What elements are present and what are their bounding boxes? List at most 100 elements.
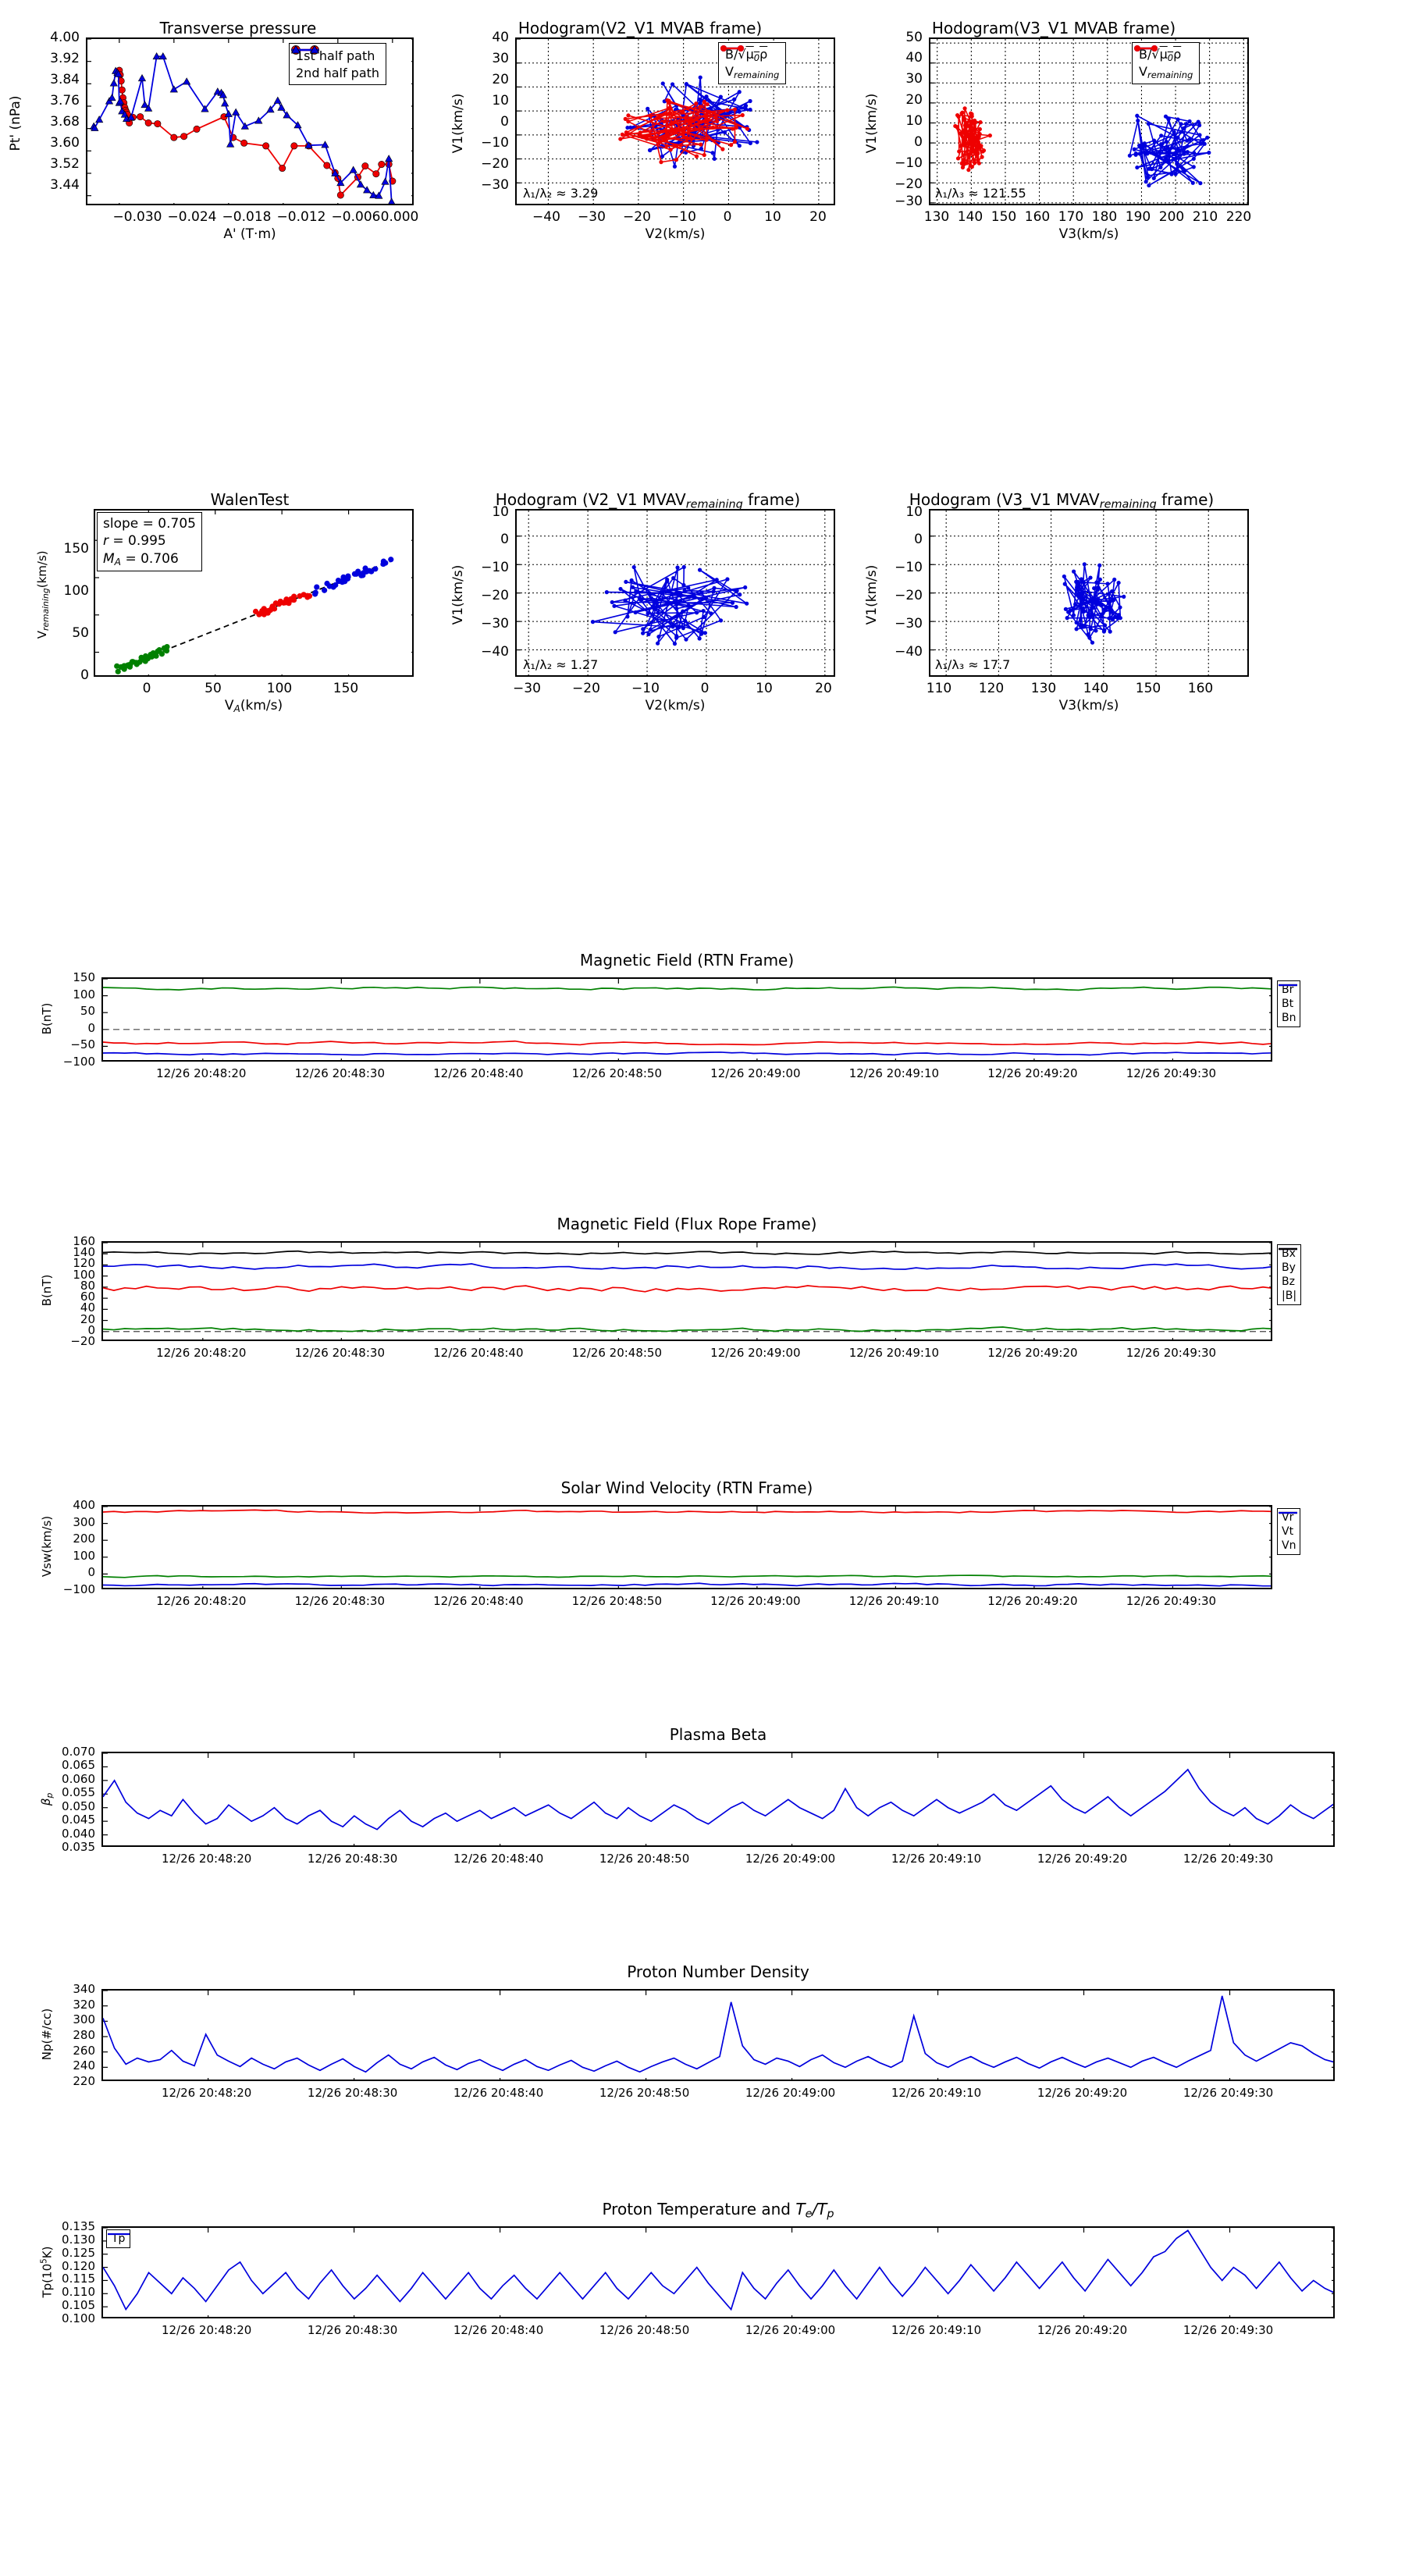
legend: 1st half path 2nd half path [289,43,387,85]
legend: Bx By Bz |B| [1277,1244,1302,1305]
legend-marker-icon [1279,1247,1297,1251]
x-tick-label: 12/26 20:49:10 [891,1852,982,1866]
legend-item: Tp [108,2232,130,2246]
legend-label: |B| [1282,1290,1297,1302]
walen-svg [95,511,412,675]
y-tick-label: 100 [73,1267,95,1282]
x-tick-label: 12/26 20:48:30 [294,1346,385,1360]
x-tick-label: 12/26 20:48:40 [433,1594,524,1608]
x-tick-label: 12/26 20:48:50 [571,1594,663,1608]
legend: Tp [106,2229,131,2248]
legend-marker-icon [1279,1511,1297,1514]
y-tick-label: 0.065 [62,1758,95,1773]
eigenvalue-ratio-annotation: λ₁/λ₃ ≈ 17.7 [935,657,1011,672]
panel-title: WalenTest [210,490,290,509]
legend-item: Vt [1279,1511,1297,1539]
legend-label: Tp [112,2233,126,2245]
y-axis-label: B(nT) [40,1274,54,1307]
stat-slope: slope = 0.705 [103,516,196,532]
legend-label: Vr [1282,1511,1294,1524]
x-axis-label: V2(km/s) [645,226,706,242]
plasma-beta-svg [103,1753,1333,1845]
legend-item: Bz [1279,1247,1297,1289]
x-axis-label: V2(km/s) [645,698,706,713]
hodogram4-svg [930,511,1247,675]
legend-label: Vremaining [1139,63,1193,80]
plot-area [101,1241,1272,1341]
x-tick-label: 12/26 20:49:20 [987,1346,1078,1360]
eigenvalue-ratio-annotation: λ₁/λ₂ ≈ 3.29 [523,186,599,201]
legend-marker-icon [1134,45,1158,52]
panel-title: Hodogram (V2_V1 MVAVremaining frame) [495,490,801,511]
y-tick-label: 0.055 [62,1785,95,1800]
stat-ma: MA = 0.706 [103,550,179,568]
y-tick-label: 0.125 [62,2245,95,2260]
x-tick-label: 12/26 20:48:40 [453,1852,544,1866]
x-tick-label: 12/26 20:49:30 [1183,1852,1274,1866]
plot-area [101,977,1272,1062]
legend-item: Vremaining [1134,45,1193,80]
stat-r: r = 0.995 [103,533,166,550]
y-tick-label: 160 [73,1234,95,1248]
panel-title: Magnetic Field (RTN Frame) [579,951,795,970]
y-axis-label: Tp(105K) [39,2246,55,2298]
legend-label: Bt [1282,998,1294,1010]
x-tick-label: 12/26 20:49:30 [1183,2323,1274,2337]
y-axis-label: V1(km/s) [864,564,880,625]
x-tick-label: 12/26 20:49:00 [710,1066,801,1080]
panel-title: Hodogram(V3_V1 MVAB frame) [931,19,1176,37]
legend-label: By [1282,1261,1296,1274]
legend-item: 2nd half path [290,44,380,81]
y-tick-label: −20 [70,1334,95,1348]
x-tick-label: 12/26 20:48:50 [571,1346,663,1360]
x-tick-label: 12/26 20:49:20 [987,1066,1078,1080]
solar-wind-velocity-rtn-svg [103,1507,1271,1588]
y-tick-label: 0.045 [62,1813,95,1827]
x-tick-label: 12/26 20:48:20 [161,2323,252,2337]
y-tick-label: 20 [80,1311,95,1326]
x-tick-label: 12/26 20:49:20 [987,1594,1078,1608]
plot-area [101,2226,1335,2318]
y-tick-label: 0.100 [62,2311,95,2325]
y-axis-label: V1(km/s) [864,93,880,154]
hodogram3-svg [517,511,834,675]
x-tick-label: 12/26 20:49:00 [745,1852,836,1866]
x-tick-label: 12/26 20:49:10 [848,1066,940,1080]
y-tick-label: −50 [70,1037,95,1052]
plot-area [101,1989,1335,2081]
y-tick-label: 0.120 [62,2258,95,2273]
y-tick-label: 0.135 [62,2219,95,2233]
y-tick-label: 0.060 [62,1771,95,1786]
y-tick-label: 220 [73,2074,95,2088]
panel-title: Plasma Beta [669,1725,767,1744]
x-tick-label: 12/26 20:48:20 [156,1594,247,1608]
proton-number-density-svg [103,1991,1333,2080]
y-tick-label: 60 [80,1290,95,1304]
legend-label: 2nd half path [296,65,380,80]
y-axis-label: V1(km/s) [450,93,466,154]
x-tick-label: 12/26 20:49:10 [848,1346,940,1360]
legend-item: |B| [1279,1247,1297,1303]
y-axis-label: Np(#/cc) [40,2008,54,2061]
x-axis-label: V3(km/s) [1058,698,1119,713]
y-tick-label: 240 [73,2058,95,2073]
x-tick-label: 12/26 20:48:50 [599,2086,690,2100]
panel-title: Solar Wind Velocity (RTN Frame) [560,1478,813,1497]
x-tick-label: 12/26 20:48:20 [156,1346,247,1360]
x-axis-label: V3(km/s) [1058,226,1119,242]
y-tick-label: 0.050 [62,1799,95,1813]
plot-area [929,509,1249,677]
x-tick-label: 12/26 20:48:40 [453,2086,544,2100]
plot-area [515,509,835,677]
plot-area [101,1505,1272,1589]
y-tick-label: 200 [73,1532,95,1546]
x-tick-label: 12/26 20:48:30 [307,1852,398,1866]
legend-label: Bx [1282,1247,1296,1260]
legend-item: Bt [1279,984,1297,1011]
x-tick-label: 12/26 20:49:10 [848,1594,940,1608]
y-tick-label: 0.105 [62,2298,95,2313]
y-tick-label: −100 [62,1055,95,1069]
x-tick-label: 12/26 20:48:20 [156,1066,247,1080]
hodogram1-svg [517,39,834,204]
legend-label: Bn [1282,1012,1297,1024]
